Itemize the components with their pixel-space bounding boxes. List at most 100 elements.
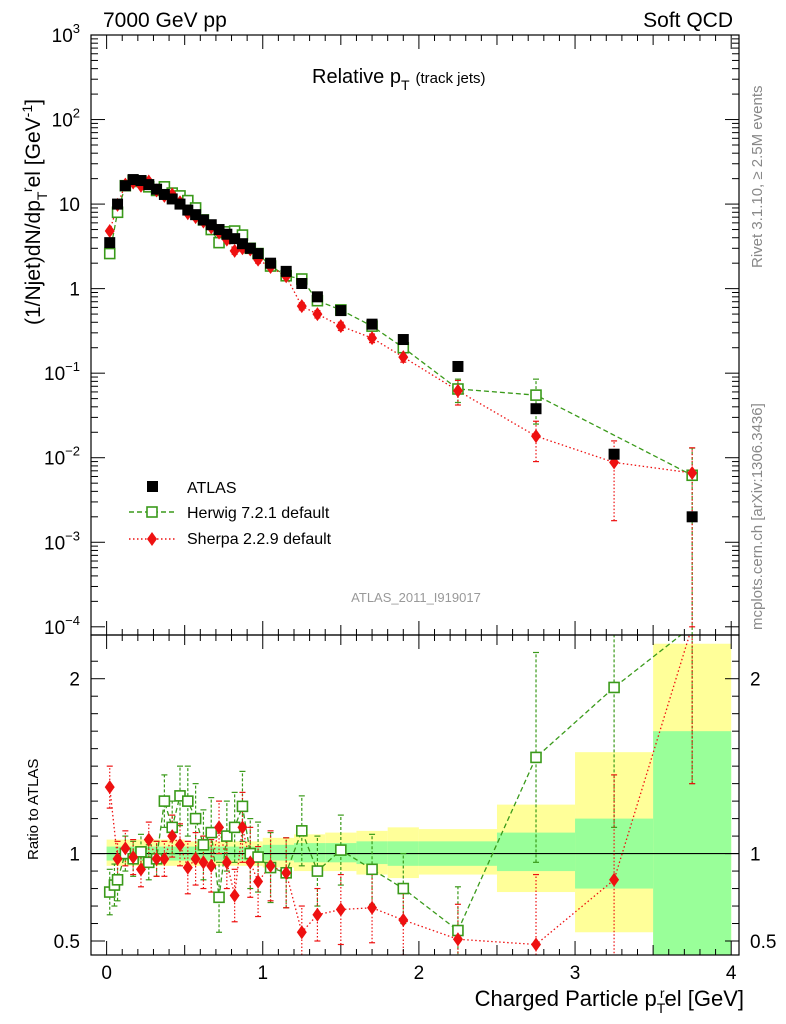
ratio-y-tick-label-right: 1 [750, 845, 761, 866]
legend-herwig-label: Herwig 7.2.1 default [187, 505, 330, 522]
main-y-tick-label: 1 [69, 280, 80, 301]
sherpa-ratio-point [190, 851, 201, 866]
atlas-point [127, 174, 139, 186]
plot-title: Relative pT (track jets) [312, 66, 486, 93]
atlas-point [397, 334, 409, 346]
atlas-point [366, 318, 378, 330]
ratio-x-tick-label: 4 [726, 963, 737, 984]
atlas-point [205, 219, 217, 231]
main-y-tick-label: 102 [52, 106, 80, 132]
sherpa-ratio-point [159, 851, 170, 866]
atlas-point [530, 403, 542, 415]
ratio-y-tick-label-left: 0.5 [54, 932, 80, 953]
herwig-ratio-point [295, 825, 308, 837]
sherpa-point [531, 429, 542, 444]
atlas-point [452, 360, 464, 372]
main-y-tick-label: 10−4 [44, 613, 80, 639]
atlas-point [151, 183, 163, 195]
atlas-point [119, 180, 131, 192]
herwig-point [103, 247, 116, 260]
herwig-ratio-point [189, 812, 202, 825]
main-y-tick-label: 10−3 [44, 528, 80, 554]
legend-sherpa-label: Sherpa 2.2.9 default [187, 531, 332, 548]
atlas-point [280, 265, 292, 277]
main-y-tick-label: 10−2 [44, 444, 80, 470]
sherpa-ratio-point [281, 865, 292, 880]
sherpa-ratio-point [167, 829, 178, 844]
ratio-y-tick-label-right: 2 [750, 670, 761, 691]
atlas-point [311, 291, 323, 303]
main-y-tick-label: 103 [52, 21, 80, 47]
herwig-ratio-point [366, 863, 378, 876]
ratio-x-tick-label: 0 [101, 963, 112, 984]
ratio-y-tick-label-left: 1 [69, 845, 80, 866]
atlas-point [112, 198, 124, 210]
herwig-ratio-point [111, 874, 124, 886]
herwig-ratio-point [182, 795, 194, 807]
sherpa-ratio-point [221, 855, 232, 870]
sherpa-ratio-point [182, 860, 193, 875]
ratio-x-tick-label: 2 [414, 963, 425, 984]
ratio-plot-panel: 0.5 0.5 1 1 2 2 0 1 2 3 4 [54, 634, 776, 984]
atlas-point [166, 193, 178, 205]
sherpa-point [296, 299, 307, 314]
herwig-ratio-point [608, 681, 620, 694]
atlas-point [608, 448, 620, 460]
ratio-y-tick-label-right: 0.5 [750, 932, 776, 953]
atlas-point [197, 214, 209, 226]
sherpa-ratio-point [198, 855, 209, 870]
atlas-point [265, 257, 277, 269]
ratio-x-tick-label: 3 [570, 963, 581, 984]
atlas-point [221, 228, 233, 240]
atlas-point [236, 238, 248, 250]
herwig-ratio-point [311, 865, 324, 877]
legend-herwig-marker [146, 506, 158, 518]
sherpa-ratio-point [312, 907, 323, 922]
ratio-plot-frame [90, 634, 740, 956]
sherpa-ratio-point [104, 780, 115, 795]
herwig-ratio-point [213, 891, 225, 904]
atlas-point [182, 204, 194, 216]
sherpa-ratio-point [229, 888, 240, 903]
ratio-y-axis-label: Ratio to ATLAS [25, 759, 42, 860]
sherpa-ratio-point [265, 858, 276, 873]
sherpa-point [687, 465, 698, 480]
main-y-axis-label: (1/Njet)dN/dpTrel [GeV-1] [19, 99, 50, 325]
herwig-ratio-point [205, 826, 218, 839]
herwig-ratio-point [397, 882, 410, 895]
legend: ATLAS Herwig 7.2.1 default Sherpa 2.2.9 … [129, 480, 332, 548]
sherpa-ratio-point [335, 902, 346, 917]
legend-sherpa-marker [147, 532, 157, 546]
sherpa-ratio-point [120, 841, 131, 856]
sherpa-ratio-point [214, 820, 225, 835]
atlas-point [335, 305, 347, 317]
sherpa-point [452, 383, 463, 398]
herwig-ratio-point [252, 851, 264, 863]
ratio-band-inner [293, 843, 326, 863]
herwig-ratio-point [135, 846, 147, 858]
herwig-ratio-point [197, 839, 210, 851]
herwig-ratio-point [530, 751, 542, 764]
sherpa-ratio-point [296, 925, 307, 940]
legend-atlas-label: ATLAS [187, 480, 237, 497]
rivet-version-label: Rivet 3.1.10, ≥ 2.5M events [749, 86, 766, 269]
main-y-tick-label: 10−1 [44, 359, 80, 385]
sherpa-ratio-point [112, 851, 123, 866]
ratio-band-inner [262, 844, 294, 861]
herwig-ratio-point [236, 800, 249, 813]
ratio-x-tick-label: 1 [257, 963, 268, 984]
atlas-point [686, 511, 698, 523]
atlas-point [229, 233, 241, 245]
sherpa-point [398, 350, 409, 365]
sherpa-point [104, 224, 115, 239]
atlas-point [213, 224, 225, 236]
sherpa-ratio-point [151, 851, 162, 866]
sherpa-ratio-point [609, 872, 620, 887]
legend-atlas-marker [147, 481, 158, 492]
atlas-point [174, 198, 186, 210]
sherpa-point [335, 319, 346, 334]
atlas-point [158, 188, 170, 200]
sherpa-ratio-point [367, 900, 378, 915]
sherpa-ratio-point [175, 837, 186, 852]
atlas-point [104, 237, 116, 249]
